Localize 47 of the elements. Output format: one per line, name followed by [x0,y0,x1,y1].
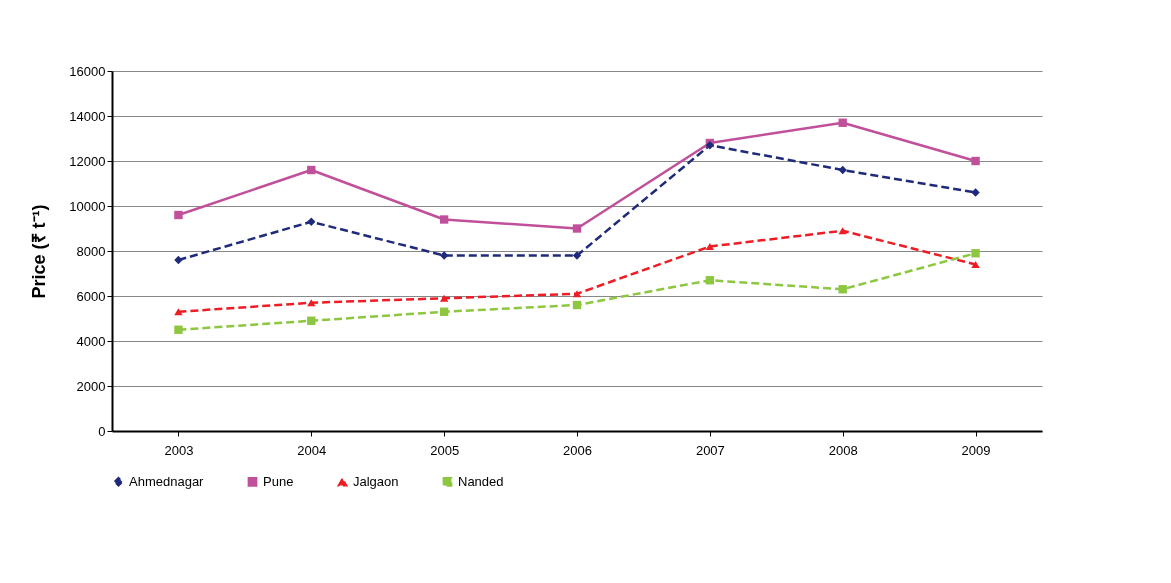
point [174,210,183,220]
point [971,188,980,197]
y-axis-title: Price (₹ t⁻¹) [29,204,50,299]
x-tick-label: 2009 [961,442,991,458]
point [705,276,715,285]
legend-label: Ahmednagar [129,473,205,489]
y-tick-label: 6000 [76,288,106,304]
point [705,242,715,251]
point [838,227,847,235]
point [971,260,980,269]
point [838,165,847,175]
point [307,165,316,175]
x-tick-label: 2004 [297,442,327,458]
point [174,325,183,334]
point [174,308,183,316]
x-tick-label: 2008 [828,442,858,458]
point [572,224,582,233]
point [572,290,582,298]
x-tick-label: 2006 [563,442,592,458]
y-tick-label: 4000 [76,333,106,349]
point [439,215,449,224]
y-tick-label: 0 [98,423,106,439]
y-tick-label: 2000 [76,378,106,394]
x-tick-label: 2005 [430,442,460,458]
point [439,251,449,260]
legend-label: Nanded [458,473,504,489]
y-tick-label: 16000 [69,63,106,79]
point [838,285,847,294]
point [174,255,183,265]
legend-label: Jalgaon [353,474,399,490]
y-tick-label: 10000 [69,198,106,214]
legend-label: Pune [263,473,294,489]
point [572,300,582,310]
point [572,251,582,260]
y-tick-label: 8000 [76,243,106,259]
y-tick-label: 14000 [69,108,106,124]
point [307,316,316,325]
point [439,307,449,316]
x-tick-label: 2003 [164,442,194,458]
point [971,156,980,166]
point [307,299,316,307]
point [307,217,316,226]
y-tick-label: 12000 [69,153,106,169]
point [971,249,980,258]
x-tick-label: 2007 [695,442,725,458]
point [838,118,847,127]
point [439,294,449,302]
